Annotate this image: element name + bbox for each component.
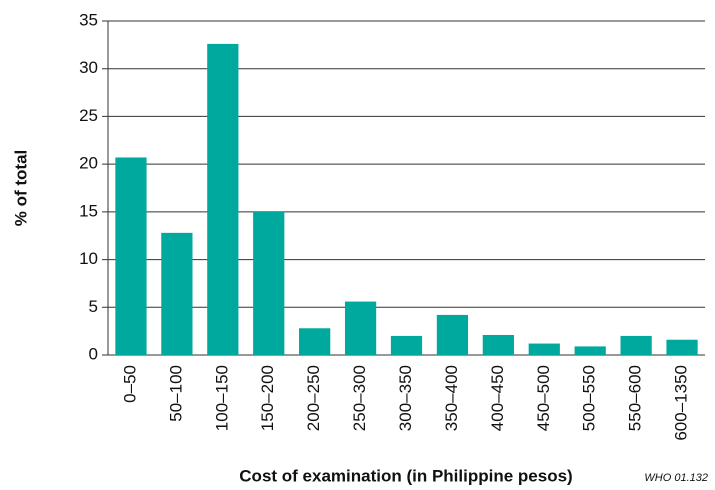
bar (528, 343, 560, 355)
bar (436, 314, 469, 355)
y-axis-label: % of total (11, 150, 30, 227)
x-tick-label: 300–350 (396, 365, 415, 431)
y-tick-label: 5 (89, 297, 98, 316)
bar (161, 232, 193, 355)
bar (574, 346, 606, 355)
y-tick-label: 25 (79, 106, 98, 125)
x-tick-label: 350–400 (442, 365, 461, 431)
x-tick-label: 150–200 (258, 365, 277, 431)
y-tick-label: 15 (79, 201, 98, 220)
x-tick-label: 250–300 (350, 365, 369, 431)
bar (482, 334, 514, 355)
bar (666, 339, 698, 355)
x-tick-label: 400–450 (488, 365, 507, 431)
bar (207, 43, 239, 355)
x-tick-label: 50–100 (166, 365, 185, 422)
x-axis-label: Cost of examination (in Philippine pesos… (239, 466, 572, 485)
x-tick-label: 200–250 (304, 365, 323, 431)
x-tick-label: 600–1350 (672, 365, 691, 441)
x-tick-label: 500–550 (580, 365, 599, 431)
x-tick-label: 100–150 (212, 365, 231, 431)
bar (390, 335, 423, 355)
bar (115, 157, 147, 355)
bar (299, 328, 331, 355)
bar (344, 301, 377, 355)
bar (620, 335, 652, 355)
x-tick-label: 0–50 (120, 365, 139, 403)
x-tick-label: 450–500 (534, 365, 553, 431)
y-tick-label: 30 (79, 58, 98, 77)
y-tick-label: 35 (79, 10, 98, 29)
y-tick-label: 0 (89, 344, 98, 363)
bar (253, 211, 285, 355)
x-tick-label: 550–600 (626, 365, 645, 431)
y-tick-label: 10 (79, 249, 98, 268)
y-tick-label: 20 (79, 154, 98, 173)
note: WHO 01.132 (644, 472, 708, 484)
